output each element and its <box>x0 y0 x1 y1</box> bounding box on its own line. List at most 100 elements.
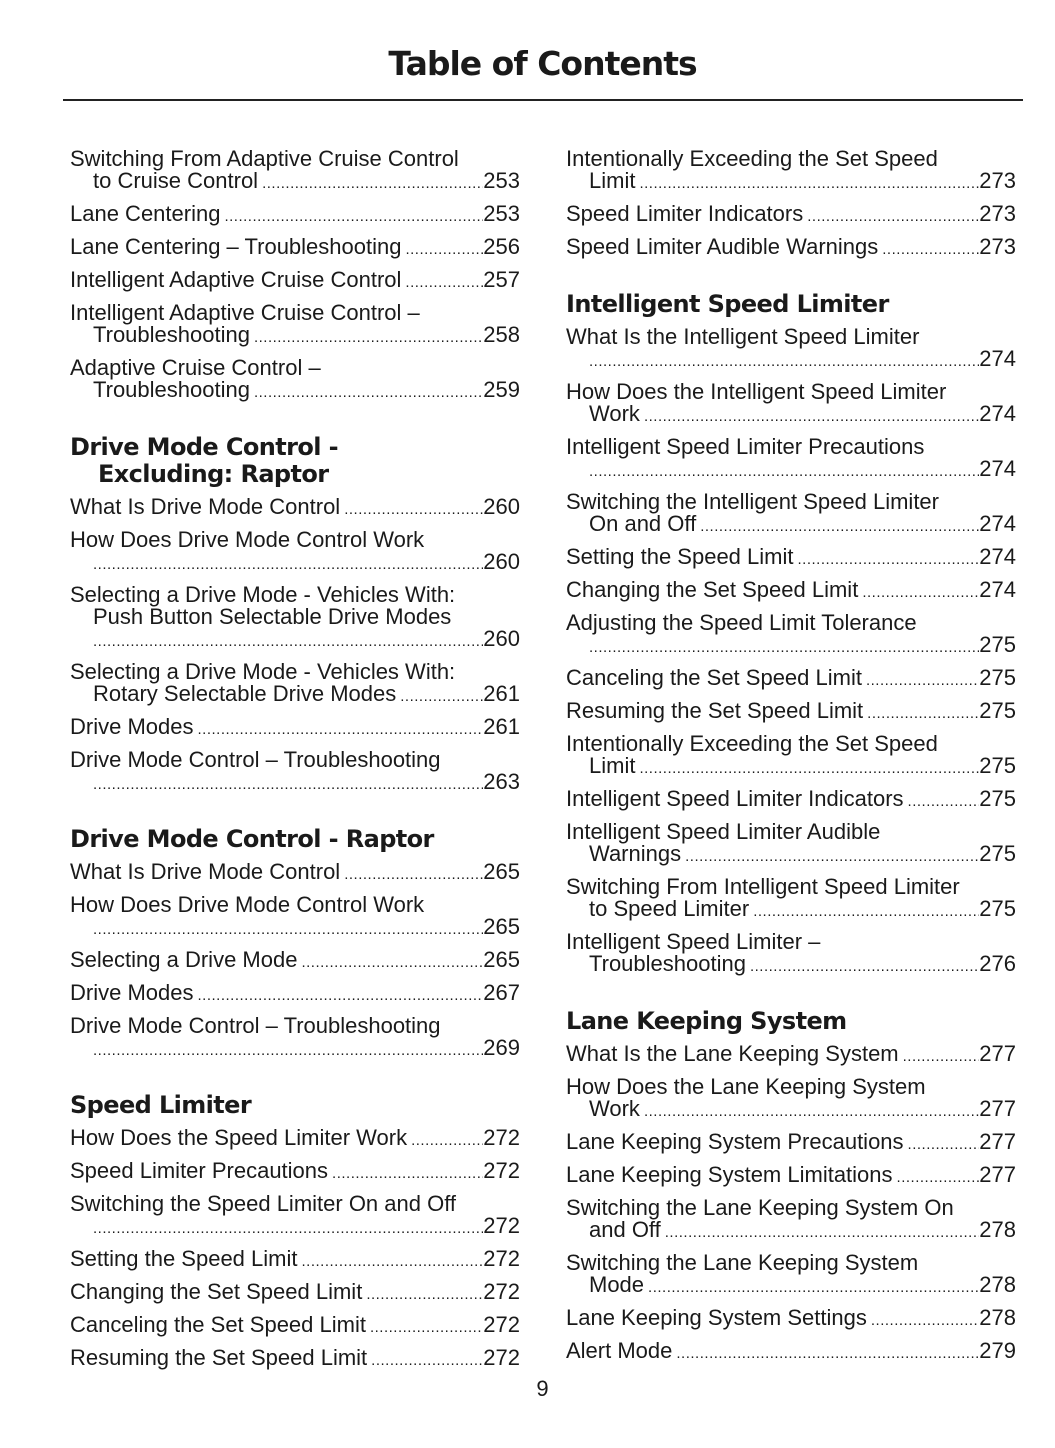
toc-page-number[interactable]: 272 <box>483 1312 520 1337</box>
toc-page-number[interactable]: 275 <box>979 896 1016 921</box>
toc-page-number[interactable]: 277 <box>979 1041 1016 1066</box>
toc-page-number[interactable]: 263 <box>483 769 520 794</box>
toc-page-number[interactable]: 272 <box>483 1158 520 1183</box>
toc-entry[interactable]: What Is Drive Mode Control 265 <box>70 861 520 886</box>
toc-entry[interactable]: Selecting a Drive Mode - Vehicles With: P… <box>70 584 520 653</box>
toc-page-number[interactable]: 275 <box>979 632 1016 657</box>
toc-page-number[interactable]: 276 <box>979 951 1016 976</box>
toc-entry[interactable]: Intelligent Speed Limiter Indicators 275 <box>566 788 1016 813</box>
toc-page-number[interactable]: 259 <box>483 377 520 402</box>
toc-entry[interactable]: Intelligent Adaptive Cruise Control 257 <box>70 269 520 294</box>
toc-page-number[interactable]: 272 <box>483 1125 520 1150</box>
toc-entry[interactable]: Lane Keeping System Settings 278 <box>566 1307 1016 1332</box>
toc-entry[interactable]: Setting the Speed Limit 274 <box>566 546 1016 571</box>
toc-entry[interactable]: Switching From Intelligent Speed Limiter… <box>566 876 1016 923</box>
toc-entry[interactable]: Intelligent Speed Limiter Precautions 274 <box>566 436 1016 483</box>
toc-page-number[interactable]: 277 <box>979 1162 1016 1187</box>
toc-entry[interactable]: Changing the Set Speed Limit 274 <box>566 579 1016 604</box>
toc-page-number[interactable]: 272 <box>483 1345 520 1370</box>
toc-entry[interactable]: Switching the Speed Limiter On and Off 27… <box>70 1193 520 1240</box>
toc-entry[interactable]: Speed Limiter Indicators 273 <box>566 203 1016 228</box>
toc-page-number[interactable]: 274 <box>979 577 1016 602</box>
toc-page-number[interactable]: 272 <box>483 1213 520 1238</box>
toc-page-number[interactable]: 265 <box>483 859 520 884</box>
toc-entry[interactable]: Lane Centering – Troubleshooting 256 <box>70 236 520 261</box>
toc-page-number[interactable]: 253 <box>483 201 520 226</box>
toc-page-number[interactable]: 277 <box>979 1129 1016 1154</box>
toc-entry[interactable]: How Does the Intelligent Speed Limiter Wo… <box>566 381 1016 428</box>
toc-page-number[interactable]: 265 <box>483 914 520 939</box>
toc-entry[interactable]: Setting the Speed Limit 272 <box>70 1248 520 1273</box>
toc-page-number[interactable]: 273 <box>979 168 1016 193</box>
toc-page-number[interactable]: 274 <box>979 544 1016 569</box>
toc-page-number[interactable]: 274 <box>979 401 1016 426</box>
toc-entry[interactable]: Switching the Intelligent Speed Limiter O… <box>566 491 1016 538</box>
toc-page-number[interactable]: 278 <box>979 1217 1016 1242</box>
toc-page-number[interactable]: 275 <box>979 786 1016 811</box>
toc-page-number[interactable]: 277 <box>979 1096 1016 1121</box>
toc-page-number[interactable]: 265 <box>483 947 520 972</box>
toc-entry[interactable]: Changing the Set Speed Limit 272 <box>70 1281 520 1306</box>
toc-entry[interactable]: Switching From Adaptive Cruise Control to… <box>70 148 520 195</box>
toc-page-number[interactable]: 272 <box>483 1246 520 1271</box>
toc-page-number[interactable]: 275 <box>979 698 1016 723</box>
toc-page-number[interactable]: 261 <box>483 681 520 706</box>
toc-page-number[interactable]: 278 <box>979 1305 1016 1330</box>
toc-page-number[interactable]: 253 <box>483 168 520 193</box>
toc-page-number[interactable]: 274 <box>979 456 1016 481</box>
toc-entry[interactable]: Lane Centering 253 <box>70 203 520 228</box>
toc-entry[interactable]: Canceling the Set Speed Limit 275 <box>566 667 1016 692</box>
toc-entry[interactable]: What Is the Intelligent Speed Limiter 274 <box>566 326 1016 373</box>
toc-page-number[interactable]: 274 <box>979 511 1016 536</box>
toc-entry[interactable]: Switching the Lane Keeping System On and … <box>566 1197 1016 1244</box>
toc-page-number[interactable]: 256 <box>483 234 520 259</box>
toc-page-number[interactable]: 269 <box>483 1035 520 1060</box>
toc-entry[interactable]: Intelligent Adaptive Cruise Control – Tro… <box>70 302 520 349</box>
toc-page-number[interactable]: 273 <box>979 234 1016 259</box>
dot-leader <box>93 771 483 796</box>
toc-entry[interactable]: Lane Keeping System Limitations 277 <box>566 1164 1016 1189</box>
toc-entry[interactable]: Drive Mode Control – Troubleshooting 263 <box>70 749 520 796</box>
toc-page-number[interactable]: 257 <box>483 267 520 292</box>
toc-entry[interactable]: Intelligent Speed Limiter Audible Warning… <box>566 821 1016 868</box>
toc-page-number[interactable]: 260 <box>483 549 520 574</box>
toc-entry[interactable]: Drive Modes 267 <box>70 982 520 1007</box>
toc-entry[interactable]: Alert Mode 279 <box>566 1340 1016 1365</box>
toc-page-number[interactable]: 267 <box>483 980 520 1005</box>
toc-entry[interactable]: How Does the Speed Limiter Work 272 <box>70 1127 520 1152</box>
toc-page-number[interactable]: 273 <box>979 201 1016 226</box>
toc-page-number[interactable]: 279 <box>979 1338 1016 1363</box>
toc-page-number[interactable]: 258 <box>483 322 520 347</box>
toc-entry[interactable]: What Is the Lane Keeping System 277 <box>566 1043 1016 1068</box>
toc-entry[interactable]: Drive Modes 261 <box>70 716 520 741</box>
toc-page-number[interactable]: 260 <box>483 494 520 519</box>
toc-entry[interactable]: Speed Limiter Precautions 272 <box>70 1160 520 1185</box>
toc-page-number[interactable]: 275 <box>979 753 1016 778</box>
toc-entry[interactable]: Drive Mode Control – Troubleshooting 269 <box>70 1015 520 1062</box>
toc-entry[interactable]: Speed Limiter Audible Warnings 273 <box>566 236 1016 261</box>
toc-entry[interactable]: Adjusting the Speed Limit Tolerance 275 <box>566 612 1016 659</box>
toc-entry[interactable]: How Does Drive Mode Control Work 260 <box>70 529 520 576</box>
toc-entry[interactable]: Intelligent Speed Limiter – Troubleshooti… <box>566 931 1016 978</box>
toc-entry-leader-line: to Speed Limiter 275 <box>566 898 1016 923</box>
toc-entry[interactable]: Intentionally Exceeding the Set Speed Lim… <box>566 148 1016 195</box>
toc-entry[interactable]: Intentionally Exceeding the Set Speed Lim… <box>566 733 1016 780</box>
toc-page-number[interactable]: 260 <box>483 626 520 651</box>
toc-entry[interactable]: Selecting a Drive Mode - Vehicles With: R… <box>70 661 520 708</box>
toc-page-number[interactable]: 275 <box>979 665 1016 690</box>
toc-page-number[interactable]: 278 <box>979 1272 1016 1297</box>
toc-page-number[interactable]: 274 <box>979 346 1016 371</box>
toc-entry[interactable]: Lane Keeping System Precautions 277 <box>566 1131 1016 1156</box>
toc-entry[interactable]: Resuming the Set Speed Limit 272 <box>70 1347 520 1372</box>
toc-entry[interactable]: Selecting a Drive Mode 265 <box>70 949 520 974</box>
toc-entry[interactable]: Adaptive Cruise Control – Troubleshooting… <box>70 357 520 404</box>
toc-entry[interactable]: Canceling the Set Speed Limit 272 <box>70 1314 520 1339</box>
toc-page-number[interactable]: 272 <box>483 1279 520 1304</box>
toc-page-number[interactable]: 275 <box>979 841 1016 866</box>
toc-entry[interactable]: How Does Drive Mode Control Work 265 <box>70 894 520 941</box>
toc-page-number[interactable]: 261 <box>483 714 520 739</box>
toc-entry[interactable]: What Is Drive Mode Control 260 <box>70 496 520 521</box>
toc-entry[interactable]: Resuming the Set Speed Limit 275 <box>566 700 1016 725</box>
